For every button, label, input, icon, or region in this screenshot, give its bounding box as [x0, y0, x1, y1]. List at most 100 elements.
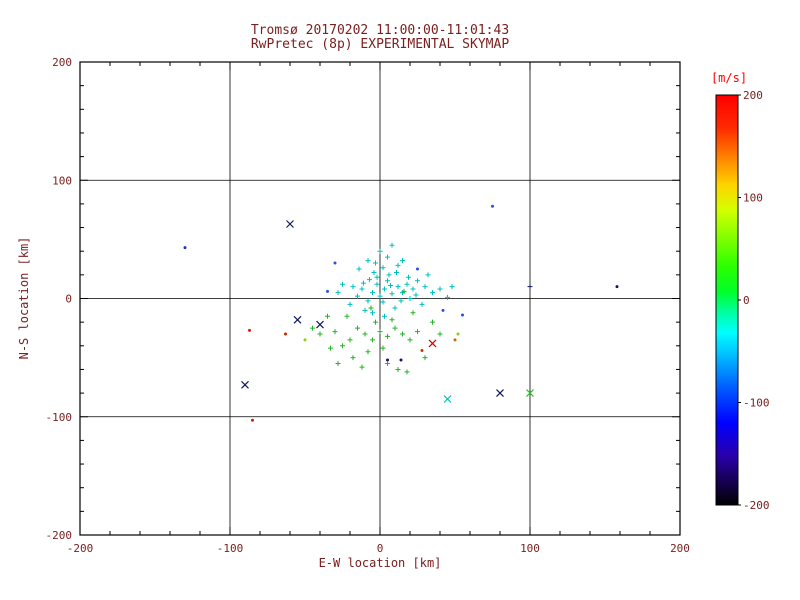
- scatter-point: [361, 280, 366, 286]
- x-tick-label: 100: [520, 542, 540, 555]
- scatter-point: [441, 308, 445, 312]
- scatter-point: [328, 345, 333, 351]
- scatter-point: [377, 329, 383, 335]
- scatter-point: [385, 254, 390, 260]
- y-tick-label: 200: [52, 56, 72, 69]
- scatter-point: [374, 281, 380, 287]
- x-tick-label: -100: [217, 542, 244, 555]
- scatter-point: [374, 274, 380, 280]
- scatter-point: [350, 284, 356, 290]
- scatter-point: [286, 220, 294, 228]
- scatter-point: [430, 290, 435, 296]
- scatter-point: [380, 299, 386, 305]
- scatter-point: [335, 361, 341, 367]
- scatter-point: [386, 272, 392, 278]
- scatter-point: [362, 307, 368, 313]
- scatter-point: [388, 282, 393, 288]
- scatter-point: [398, 298, 404, 304]
- scatter-point: [340, 343, 345, 349]
- scatter-point: [437, 331, 443, 337]
- scatter-point: [406, 274, 411, 280]
- scatter-point: [410, 310, 416, 316]
- scatter-point: [392, 325, 398, 331]
- scatter-point: [183, 246, 187, 250]
- scatter-point: [347, 337, 353, 343]
- scatter-point: [248, 328, 251, 332]
- scatter-point: [456, 332, 460, 336]
- scatter-point: [340, 281, 345, 287]
- scatter-point: [415, 278, 420, 284]
- scatter-point: [377, 248, 383, 254]
- colorbar-tick-label: -200: [743, 499, 770, 512]
- scatter-point: [367, 277, 372, 283]
- scatter-point: [420, 349, 424, 353]
- scatter-point: [400, 331, 405, 337]
- colorbar-tick-label: 100: [743, 192, 763, 205]
- y-tick-label: 100: [52, 174, 72, 187]
- scatter-point: [400, 258, 405, 264]
- colorbar-unit-label: [m/s]: [711, 71, 747, 85]
- scatter-point: [370, 310, 375, 316]
- scatter-point: [365, 298, 371, 304]
- scatter-point: [395, 366, 401, 372]
- scatter-point: [359, 364, 365, 370]
- scatter-point: [389, 317, 395, 323]
- scatter-point: [350, 355, 356, 361]
- scatter-point: [449, 284, 455, 290]
- scatter-point: [333, 261, 337, 265]
- scatter-point: [389, 242, 395, 248]
- scatter-point: [385, 361, 390, 367]
- scatter-point: [404, 369, 410, 375]
- scatter-point: [416, 267, 419, 271]
- scatter-point: [325, 313, 330, 319]
- scatter-point: [527, 284, 533, 290]
- scatter-point: [241, 380, 249, 389]
- scatter-point: [284, 332, 287, 336]
- y-tick-label: 0: [65, 293, 72, 306]
- scatter-point: [382, 286, 387, 292]
- scatter-point: [392, 305, 398, 311]
- scatter-point: [491, 204, 494, 208]
- y-tick-label: -100: [46, 411, 73, 424]
- scatter-point: [453, 338, 457, 342]
- scatter-point: [368, 305, 374, 311]
- scatter-point: [380, 345, 386, 351]
- scatter-point: [526, 389, 534, 398]
- scatter-point: [430, 319, 435, 325]
- colorbar-tick-label: -100: [743, 397, 770, 410]
- scatter-point: [395, 284, 401, 290]
- scatter-point: [310, 325, 315, 331]
- scatter-point: [365, 258, 371, 264]
- scatter-point: [437, 286, 443, 292]
- scatter-point: [362, 331, 368, 337]
- scatter-point: [389, 291, 395, 297]
- scatter-point: [377, 293, 383, 299]
- scatter-point: [385, 278, 390, 284]
- scatter-point: [422, 284, 428, 290]
- scatter-point: [413, 292, 419, 298]
- scatter-point: [356, 266, 362, 272]
- scatter-point: [359, 286, 365, 292]
- scatter-point: [386, 358, 389, 362]
- x-tick-label: -200: [67, 542, 94, 555]
- scatter-point: [615, 285, 619, 289]
- scatter-point: [370, 290, 375, 296]
- y-axis-label: N-S location [km]: [17, 237, 31, 360]
- scatter-point: [382, 313, 387, 319]
- scatter-point: [344, 313, 350, 319]
- scatter-point: [371, 269, 377, 275]
- scatter-point: [419, 301, 425, 307]
- scatter-point: [407, 296, 413, 301]
- x-tick-label: 200: [670, 542, 690, 555]
- x-tick-label: 0: [377, 542, 384, 555]
- plot-title: Tromsø 20170202 11:00:00-11:01:43: [251, 23, 509, 38]
- colorbar-tick-label: 200: [743, 89, 763, 102]
- colorbar-area: 200 100 0 -100 -200: [715, 89, 770, 512]
- scatter-point: [370, 337, 375, 343]
- scatter-point: [373, 260, 378, 266]
- scatter-point: [496, 389, 504, 398]
- plot-area: -200 -100 0 100 200 -200 -100 0 100 200: [46, 56, 690, 555]
- scatter-point: [445, 294, 450, 300]
- scatter-point: [410, 286, 416, 292]
